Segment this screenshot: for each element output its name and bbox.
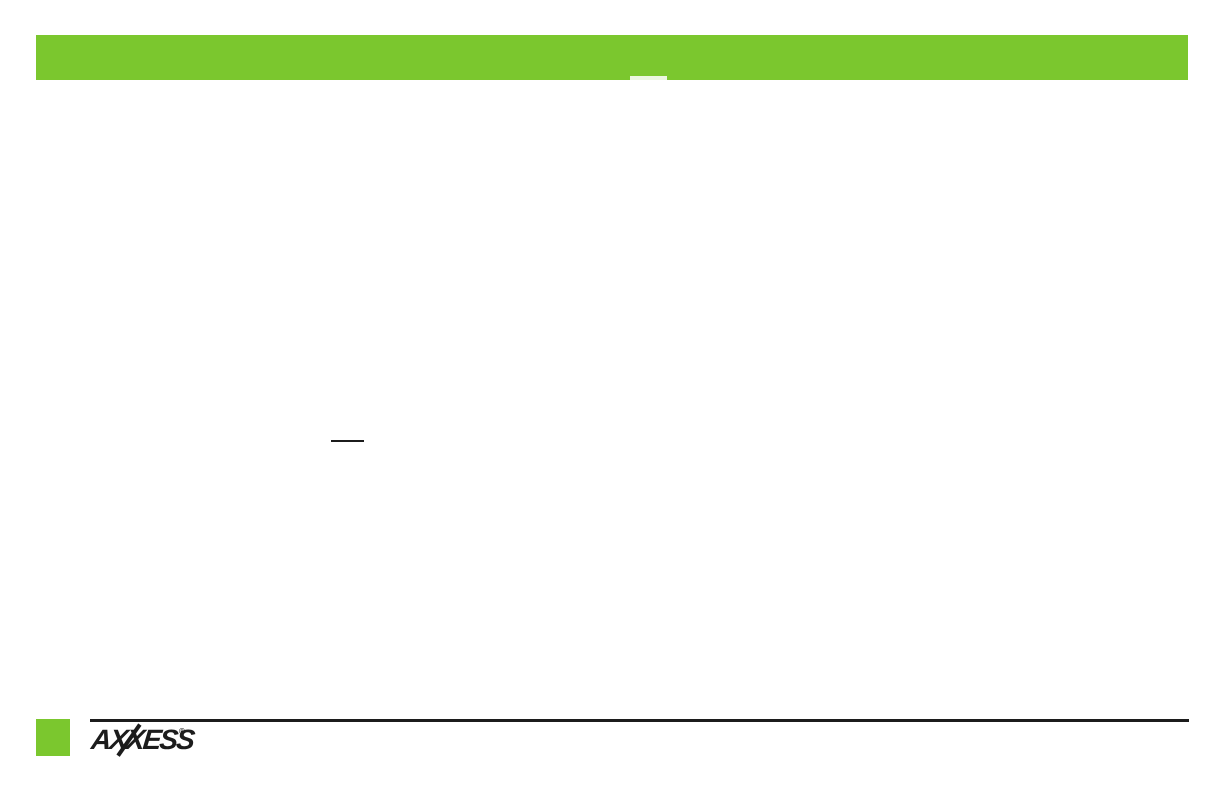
axxess-logo: AXXESS ® (90, 723, 195, 759)
header-notch (630, 76, 667, 80)
header-bar (36, 35, 1188, 80)
footer-rule (90, 719, 1189, 722)
footer-brand-square (36, 719, 70, 756)
blank-underline (331, 440, 364, 442)
registered-trademark: ® (179, 727, 185, 736)
